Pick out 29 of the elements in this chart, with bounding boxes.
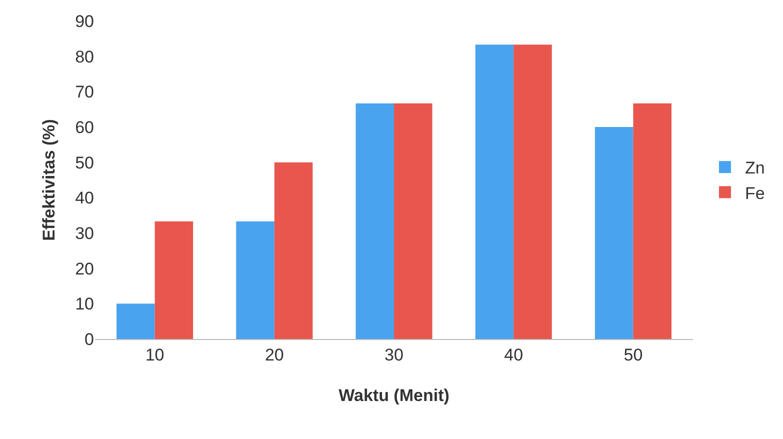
y-tick-label: 70 — [75, 82, 94, 102]
bar — [116, 304, 155, 339]
legend-label: Fe — [744, 184, 765, 203]
y-tick-label: 90 — [75, 12, 94, 31]
y-tick-label: 20 — [75, 259, 94, 278]
bar — [594, 127, 634, 339]
y-tick-label: 40 — [75, 188, 94, 208]
x-tick-label: 10 — [145, 345, 164, 364]
x-tick-label: 40 — [504, 345, 524, 364]
y-tick-label: 50 — [75, 153, 94, 172]
bar — [274, 162, 313, 339]
y-tick-label: 10 — [75, 294, 94, 314]
bar — [154, 221, 194, 339]
bar — [356, 103, 394, 339]
x-axis-title: Waktu (Menit) — [338, 386, 450, 405]
y-tick-label: 30 — [75, 224, 94, 243]
bar — [394, 103, 432, 339]
bar — [236, 221, 274, 339]
bar — [514, 44, 552, 339]
y-axis-title: Effektivitas (%) — [40, 119, 59, 241]
y-tick-label: 60 — [75, 118, 94, 137]
x-tick-label: 30 — [384, 345, 404, 364]
bar — [633, 103, 672, 339]
y-tick-label: 0 — [84, 330, 94, 349]
legend-label: Zn — [744, 158, 765, 178]
y-tick-label: 80 — [75, 47, 94, 66]
x-tick-label: 50 — [624, 345, 643, 364]
x-tick-label: 20 — [264, 345, 284, 364]
bar — [475, 44, 514, 339]
